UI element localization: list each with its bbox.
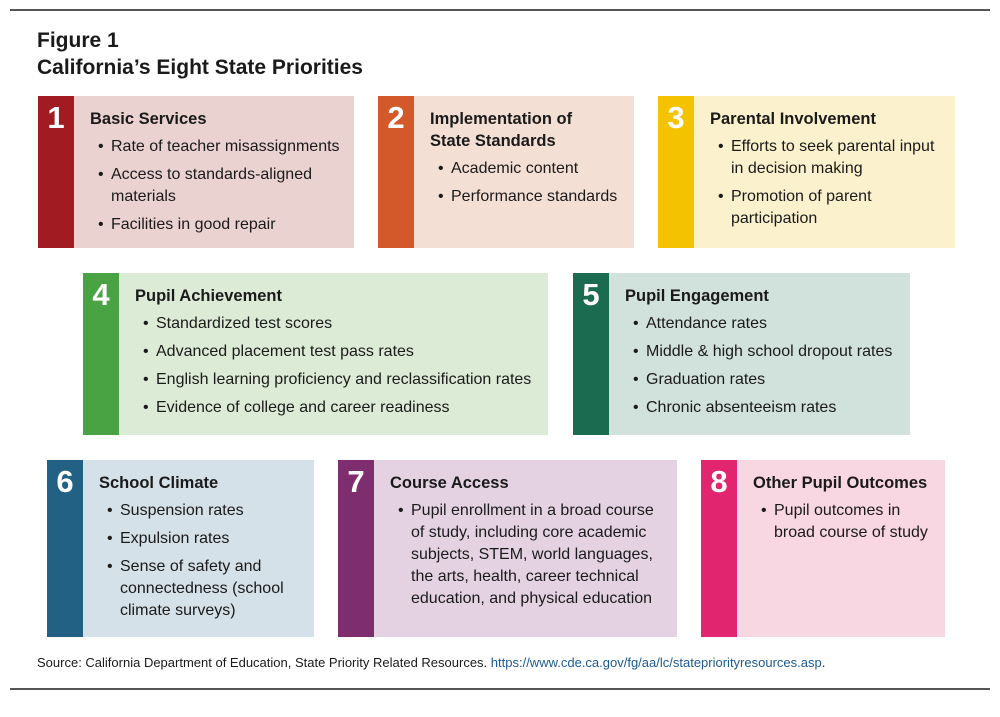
priority-item: Efforts to seek parental input in decisi… bbox=[718, 136, 945, 180]
priority-title: Parental Involvement bbox=[710, 110, 876, 128]
priority-number: 1 bbox=[38, 96, 74, 248]
priority-item: Academic content bbox=[438, 158, 624, 180]
source-link[interactable]: https://www.cde.ca.gov/fg/aa/lc/statepri… bbox=[490, 655, 822, 670]
priority-number: 7 bbox=[338, 460, 374, 637]
priority-card-parental-involvement: 3 Parental Involvement Efforts to seek p… bbox=[658, 96, 955, 248]
priority-items: Standardized test scores Advanced placem… bbox=[135, 313, 538, 419]
priority-item: Graduation rates bbox=[633, 369, 900, 391]
figure-label: Figure 1 bbox=[37, 29, 119, 52]
priority-card-state-standards: 2 Implementation of State Standards Acad… bbox=[378, 96, 634, 248]
priority-number: 4 bbox=[83, 273, 119, 435]
priority-item: Pupil outcomes in broad course of study bbox=[761, 500, 932, 544]
priority-items: Efforts to seek parental input in decisi… bbox=[710, 136, 945, 230]
priority-item: Middle & high school dropout rates bbox=[633, 341, 900, 363]
bottom-rule bbox=[10, 688, 990, 690]
source-end: . bbox=[821, 655, 826, 670]
priority-title: Implementation of State Standards bbox=[430, 110, 573, 150]
priority-items: Academic content Performance standards bbox=[430, 158, 624, 208]
priority-title: Basic Services bbox=[90, 110, 207, 128]
figure-title: California’s Eight State Priorities bbox=[37, 56, 363, 79]
priority-number: 8 bbox=[701, 460, 737, 637]
top-rule bbox=[10, 9, 990, 11]
source-note: Source: California Department of Educati… bbox=[37, 655, 825, 670]
priority-card-pupil-achievement: 4 Pupil Achievement Standardized test sc… bbox=[83, 273, 548, 435]
priority-items: Attendance rates Middle & high school dr… bbox=[625, 313, 900, 419]
priority-item: Expulsion rates bbox=[107, 528, 304, 550]
priority-card-pupil-engagement: 5 Pupil Engagement Attendance rates Midd… bbox=[573, 273, 910, 435]
priority-title: School Climate bbox=[99, 474, 219, 492]
priority-item: Facilities in good repair bbox=[98, 214, 344, 236]
priority-item: Advanced placement test pass rates bbox=[143, 341, 538, 363]
priority-item: Standardized test scores bbox=[143, 313, 538, 335]
priority-item: Rate of teacher misassignments bbox=[98, 136, 344, 158]
priority-items: Pupil outcomes in broad course of study bbox=[753, 500, 935, 544]
priority-title: Pupil Engagement bbox=[625, 287, 769, 305]
priority-item: Access to standards-aligned materials bbox=[98, 164, 336, 208]
priority-number: 3 bbox=[658, 96, 694, 248]
priority-item: Evidence of college and career readiness bbox=[143, 397, 538, 419]
priority-card-other-outcomes: 8 Other Pupil Outcomes Pupil outcomes in… bbox=[701, 460, 945, 637]
source-text: Source: California Department of Educati… bbox=[37, 655, 491, 670]
priority-item: English learning proficiency and reclass… bbox=[143, 369, 538, 391]
priority-items: Suspension rates Expulsion rates Sense o… bbox=[99, 500, 304, 622]
priority-item: Attendance rates bbox=[633, 313, 900, 335]
priority-card-school-climate: 6 School Climate Suspension rates Expuls… bbox=[47, 460, 314, 637]
priority-items: Pupil enrollment in a broad course of st… bbox=[390, 500, 667, 610]
priority-items: Rate of teacher misassignments Access to… bbox=[90, 136, 344, 236]
priority-title: Course Access bbox=[390, 474, 509, 492]
priority-item: Performance standards bbox=[438, 186, 624, 208]
priority-title: Other Pupil Outcomes bbox=[753, 474, 928, 492]
priority-card-course-access: 7 Course Access Pupil enrollment in a br… bbox=[338, 460, 677, 637]
priority-item: Suspension rates bbox=[107, 500, 304, 522]
priority-item: Pupil enrollment in a broad course of st… bbox=[398, 500, 667, 610]
priority-item: Chronic absenteeism rates bbox=[633, 397, 900, 419]
priority-item: Sense of safety and connectedness (schoo… bbox=[107, 556, 300, 622]
priority-number: 6 bbox=[47, 460, 83, 637]
priority-card-basic-services: 1 Basic Services Rate of teacher misassi… bbox=[38, 96, 354, 248]
figure-heading: Figure 1 California’s Eight State Priori… bbox=[37, 27, 363, 81]
priority-number: 2 bbox=[378, 96, 414, 248]
priority-item: Promotion of parent participation bbox=[718, 186, 881, 230]
priority-title: Pupil Achievement bbox=[135, 287, 283, 305]
priority-number: 5 bbox=[573, 273, 609, 435]
